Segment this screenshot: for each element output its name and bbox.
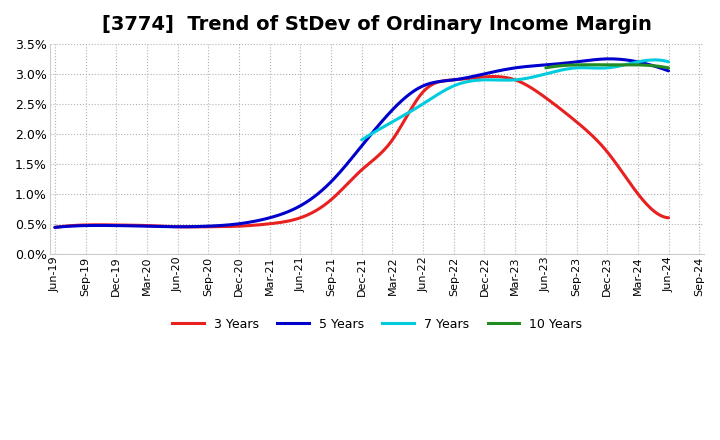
3 Years xyxy=(609,157,618,162)
Line: 10 Years: 10 Years xyxy=(546,65,669,68)
Title: [3774]  Trend of StDev of Ordinary Income Margin: [3774] Trend of StDev of Ordinary Income… xyxy=(102,15,652,34)
3 Years xyxy=(416,93,425,98)
3 Years xyxy=(53,224,61,230)
7 Years xyxy=(636,59,644,64)
5 Years xyxy=(568,60,577,65)
5 Years xyxy=(605,56,613,62)
7 Years xyxy=(545,70,554,76)
7 Years xyxy=(359,136,367,142)
7 Years xyxy=(539,72,548,77)
10 Years xyxy=(645,63,654,68)
5 Years xyxy=(609,56,618,62)
10 Years xyxy=(653,63,662,69)
10 Years xyxy=(582,62,591,67)
Line: 5 Years: 5 Years xyxy=(55,59,669,227)
5 Years xyxy=(53,224,61,230)
5 Years xyxy=(665,68,673,73)
3 Years xyxy=(50,225,59,230)
10 Years xyxy=(615,62,624,67)
7 Years xyxy=(665,59,673,65)
7 Years xyxy=(651,57,660,62)
10 Years xyxy=(542,65,551,70)
3 Years xyxy=(490,74,498,79)
5 Years xyxy=(50,225,59,230)
5 Years xyxy=(416,84,425,90)
3 Years xyxy=(570,117,578,122)
7 Years xyxy=(540,72,549,77)
3 Years xyxy=(414,95,423,101)
3 Years xyxy=(665,215,673,220)
Legend: 3 Years, 5 Years, 7 Years, 10 Years: 3 Years, 5 Years, 7 Years, 10 Years xyxy=(167,313,587,336)
10 Years xyxy=(541,65,550,70)
5 Years xyxy=(426,81,435,86)
10 Years xyxy=(617,62,626,67)
10 Years xyxy=(665,65,673,70)
7 Years xyxy=(357,137,366,143)
7 Years xyxy=(616,63,625,69)
10 Years xyxy=(615,62,624,67)
Line: 3 Years: 3 Years xyxy=(55,77,669,227)
3 Years xyxy=(426,83,435,88)
5 Years xyxy=(414,86,423,91)
Line: 7 Years: 7 Years xyxy=(361,60,669,140)
